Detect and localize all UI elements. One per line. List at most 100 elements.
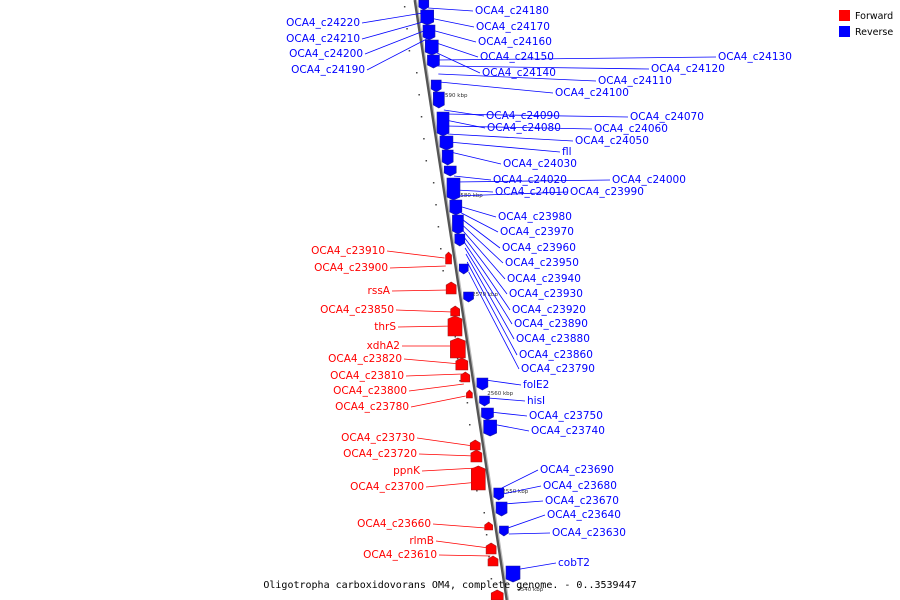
gene-label[interactable]: folE2 [523,379,549,391]
gene-label[interactable]: OCA4_c24190 [291,64,365,76]
gene-label[interactable]: OCA4_c24050 [575,135,649,147]
gene-label[interactable]: OCA4_c23850 [320,304,394,316]
gene-label[interactable]: fll [562,146,572,158]
gene-label[interactable]: rlmB [409,535,434,547]
gene-label[interactable]: OCA4_c24220 [286,17,360,29]
gene-label[interactable]: OCA4_c23960 [502,242,576,254]
gene-label[interactable]: OCA4_c23880 [516,333,590,345]
gene-label[interactable]: OCA4_c24010 [495,186,569,198]
gene-label[interactable]: rssA [368,285,391,297]
gene-block-forward[interactable] [484,521,493,531]
gene-label[interactable]: OCA4_c23930 [509,288,583,300]
gene-label[interactable]: OCA4_c24070 [630,111,704,123]
gene-block-forward[interactable] [470,449,483,463]
gene-label[interactable]: OCA4_c23700 [350,481,424,493]
gene-label[interactable]: OCA4_c24100 [555,87,629,99]
gene-block-forward[interactable] [445,251,452,265]
gene-leader-line [454,179,611,183]
gene-label[interactable]: OCA4_c24080 [487,122,561,134]
gene-label[interactable]: OCA4_c24200 [289,48,363,60]
gene-label[interactable]: OCA4_c24110 [598,75,672,87]
gene-label[interactable]: OCA4_c23860 [519,349,593,361]
gene-block-reverse[interactable] [433,91,445,109]
gene-label[interactable]: OCA4_c23660 [357,518,431,530]
gene-label[interactable]: OCA4_c23630 [552,527,626,539]
gene-block-forward[interactable] [485,542,497,555]
gene-label[interactable]: OCA4_c23890 [514,318,588,330]
gene-label[interactable]: xdhA2 [367,340,400,352]
gene-label[interactable]: OCA4_c24180 [475,5,549,17]
gene-label[interactable]: OCA4_c23970 [500,226,574,238]
gene-label[interactable]: OCA4_c23730 [341,432,415,444]
gene-label[interactable]: OCA4_c23810 [330,370,404,382]
gene-label[interactable]: OCA4_c23900 [314,262,388,274]
gene-block-forward[interactable] [487,555,499,567]
gene-block-reverse[interactable] [436,111,450,137]
gene-label[interactable]: OCA4_c23720 [343,448,417,460]
gene-block-reverse[interactable] [420,9,434,26]
gene-label[interactable]: OCA4_c23820 [328,353,402,365]
gene-block-forward[interactable] [450,337,466,359]
gene-block-reverse[interactable] [483,419,497,437]
gene-block-forward[interactable] [490,589,504,600]
gene-block-reverse[interactable] [430,79,442,93]
gene-block-reverse[interactable] [443,165,457,177]
gene-block-forward[interactable] [460,371,471,383]
gene-label[interactable]: OCA4_c23740 [531,425,605,437]
gene-label[interactable]: OCA4_c24030 [503,158,577,170]
gene-label[interactable]: OCA4_c23670 [545,495,619,507]
gene-block-forward[interactable] [455,357,469,371]
gene-label[interactable]: ppnK [393,465,421,477]
gene-block-forward[interactable] [450,305,460,317]
gene-block-reverse[interactable] [481,407,494,421]
gene-block-reverse[interactable] [458,263,469,275]
gene-label[interactable]: OCA4_c24140 [482,67,556,79]
gene-label[interactable]: OCA4_c24090 [486,110,560,122]
gene-block-reverse[interactable] [479,395,490,407]
gene-block-forward[interactable] [445,281,457,295]
gene-label[interactable]: OCA4_c24000 [612,174,686,186]
gene-label[interactable]: OCA4_c24020 [493,174,567,186]
gene-label[interactable]: hisI [527,395,545,407]
gene-label[interactable]: OCA4_c23800 [333,385,407,397]
gene-block-reverse[interactable] [476,377,489,391]
gene-label[interactable]: cobT2 [558,557,590,569]
gene-block-forward[interactable] [470,465,486,491]
gene-block-reverse[interactable] [446,177,461,201]
gene-label[interactable]: OCA4_c23690 [540,464,614,476]
gene-label[interactable]: OCA4_c23750 [529,410,603,422]
gene-block-reverse[interactable] [439,135,454,151]
gene-block-forward[interactable] [466,389,473,399]
gene-label[interactable]: OCA4_c23940 [507,273,581,285]
gene-block-reverse[interactable] [495,501,508,517]
gene-label[interactable]: thrS [374,321,396,333]
gene-block-reverse[interactable] [449,199,463,216]
gene-label[interactable]: OCA4_c23920 [512,304,586,316]
gene-block-forward[interactable] [469,439,481,451]
gene-label[interactable]: OCA4_c23990 [570,186,644,198]
gene-block-reverse[interactable] [424,39,439,56]
gene-label[interactable]: OCA4_c24120 [651,63,725,75]
gene-label[interactable]: OCA4_c24130 [718,51,792,63]
gene-label[interactable]: OCA4_c23640 [547,509,621,521]
gene-label[interactable]: OCA4_c23950 [505,257,579,269]
gene-label[interactable]: OCA4_c24060 [594,123,668,135]
gene-block-reverse[interactable] [463,291,474,303]
gene-block-reverse[interactable] [499,525,509,537]
gene-label[interactable]: OCA4_c23610 [363,549,437,561]
gene-label[interactable]: OCA4_c24150 [480,51,554,63]
gene-label[interactable]: OCA4_c23790 [521,363,595,375]
gene-label[interactable]: OCA4_c24210 [286,33,360,45]
gene-label[interactable]: OCA4_c23910 [311,245,385,257]
gene-label[interactable]: OCA4_c24160 [478,36,552,48]
gene-block-reverse[interactable] [493,487,505,501]
gene-block-reverse[interactable] [427,54,440,69]
gene-block-reverse[interactable] [452,214,464,235]
gene-label[interactable]: OCA4_c23680 [543,480,617,492]
gene-label[interactable]: OCA4_c23980 [498,211,572,223]
gene-block-reverse[interactable] [454,233,466,247]
gene-label[interactable]: OCA4_c23780 [335,401,409,413]
gene-label[interactable]: OCA4_c24170 [476,21,550,33]
gene-block-reverse[interactable] [441,149,454,166]
gene-block-reverse[interactable] [418,0,430,11]
